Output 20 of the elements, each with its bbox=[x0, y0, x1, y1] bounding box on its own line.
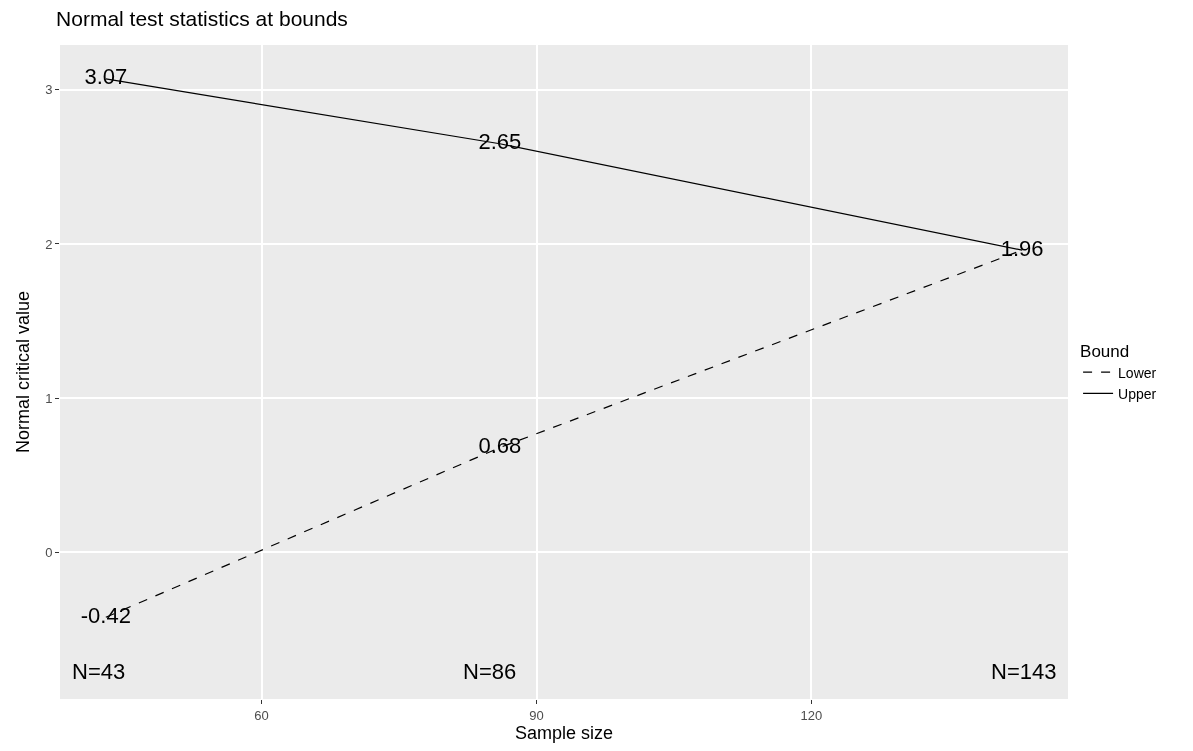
x-tick-label: 120 bbox=[800, 707, 823, 723]
legend-title: Bound bbox=[1080, 341, 1130, 361]
y-tick-label: 2 bbox=[45, 236, 53, 252]
y-axis-title: Normal critical value bbox=[13, 290, 34, 454]
annotation: N=86 bbox=[463, 659, 517, 684]
data-label: 3.07 bbox=[84, 64, 128, 90]
x-tick-label: 60 bbox=[254, 707, 269, 723]
data-label: 1.96 bbox=[1000, 235, 1044, 261]
y-tick-label: 1 bbox=[45, 390, 53, 406]
y-tick-label: 3 bbox=[45, 82, 53, 98]
y-tick-label: 0 bbox=[45, 545, 53, 561]
chart-title: Normal test statistics at bounds bbox=[56, 6, 348, 30]
legend-label: Upper bbox=[1118, 385, 1157, 402]
data-label: 0.68 bbox=[478, 433, 522, 459]
annotation: N=43 bbox=[72, 659, 126, 684]
x-axis-title: Sample size bbox=[514, 722, 614, 743]
data-label: -0.42 bbox=[80, 602, 131, 628]
legend-label: Lower bbox=[1118, 364, 1157, 381]
annotation: N=143 bbox=[991, 659, 1057, 684]
x-tick-label: 90 bbox=[529, 707, 544, 723]
